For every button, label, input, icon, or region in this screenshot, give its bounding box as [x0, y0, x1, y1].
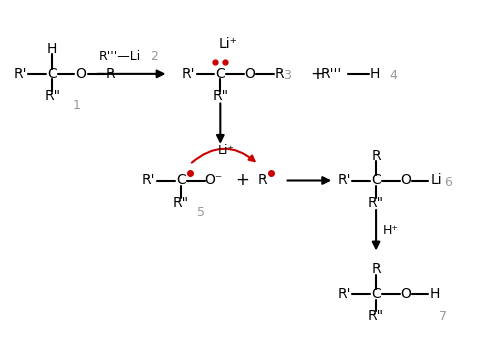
Text: 3: 3 [283, 69, 291, 82]
Text: +: + [236, 171, 250, 190]
Text: C: C [371, 174, 381, 187]
Text: +: + [310, 65, 324, 83]
Text: 7: 7 [439, 310, 447, 323]
Text: H⁺: H⁺ [383, 224, 399, 237]
FancyArrowPatch shape [192, 149, 254, 163]
Text: R': R' [142, 174, 156, 187]
Text: O: O [76, 67, 86, 81]
Text: 1: 1 [73, 99, 81, 112]
Text: R": R" [44, 89, 60, 103]
Text: C: C [48, 67, 57, 81]
Text: 4: 4 [390, 69, 398, 82]
Text: R: R [258, 174, 267, 187]
Text: Li⁺: Li⁺ [218, 37, 237, 51]
Text: C: C [216, 67, 225, 81]
Text: R: R [275, 67, 284, 81]
Text: 5: 5 [196, 206, 204, 219]
Text: R": R" [212, 89, 228, 103]
Text: H: H [47, 42, 58, 56]
Text: 6: 6 [444, 176, 452, 189]
Text: R": R" [368, 309, 384, 323]
Text: C: C [176, 174, 186, 187]
Text: R': R' [337, 287, 350, 301]
Text: R'''—Li: R'''—Li [99, 50, 141, 63]
Text: R': R' [14, 67, 27, 81]
Text: Li⁺: Li⁺ [218, 144, 235, 157]
Text: R''': R''' [321, 67, 342, 81]
Text: R: R [372, 262, 381, 277]
Text: R': R' [182, 67, 195, 81]
Text: R: R [106, 67, 116, 81]
Text: Li: Li [430, 174, 442, 187]
Text: R": R" [368, 196, 384, 209]
Text: C: C [371, 287, 381, 301]
Text: R': R' [337, 174, 350, 187]
Text: O: O [400, 287, 411, 301]
Text: R: R [372, 149, 381, 162]
Text: H: H [370, 67, 380, 81]
Text: 2: 2 [150, 50, 158, 63]
Text: O: O [244, 67, 256, 81]
Text: R": R" [172, 196, 189, 209]
Text: H: H [429, 287, 440, 301]
Text: O⁻: O⁻ [204, 174, 222, 187]
Text: O: O [400, 174, 411, 187]
